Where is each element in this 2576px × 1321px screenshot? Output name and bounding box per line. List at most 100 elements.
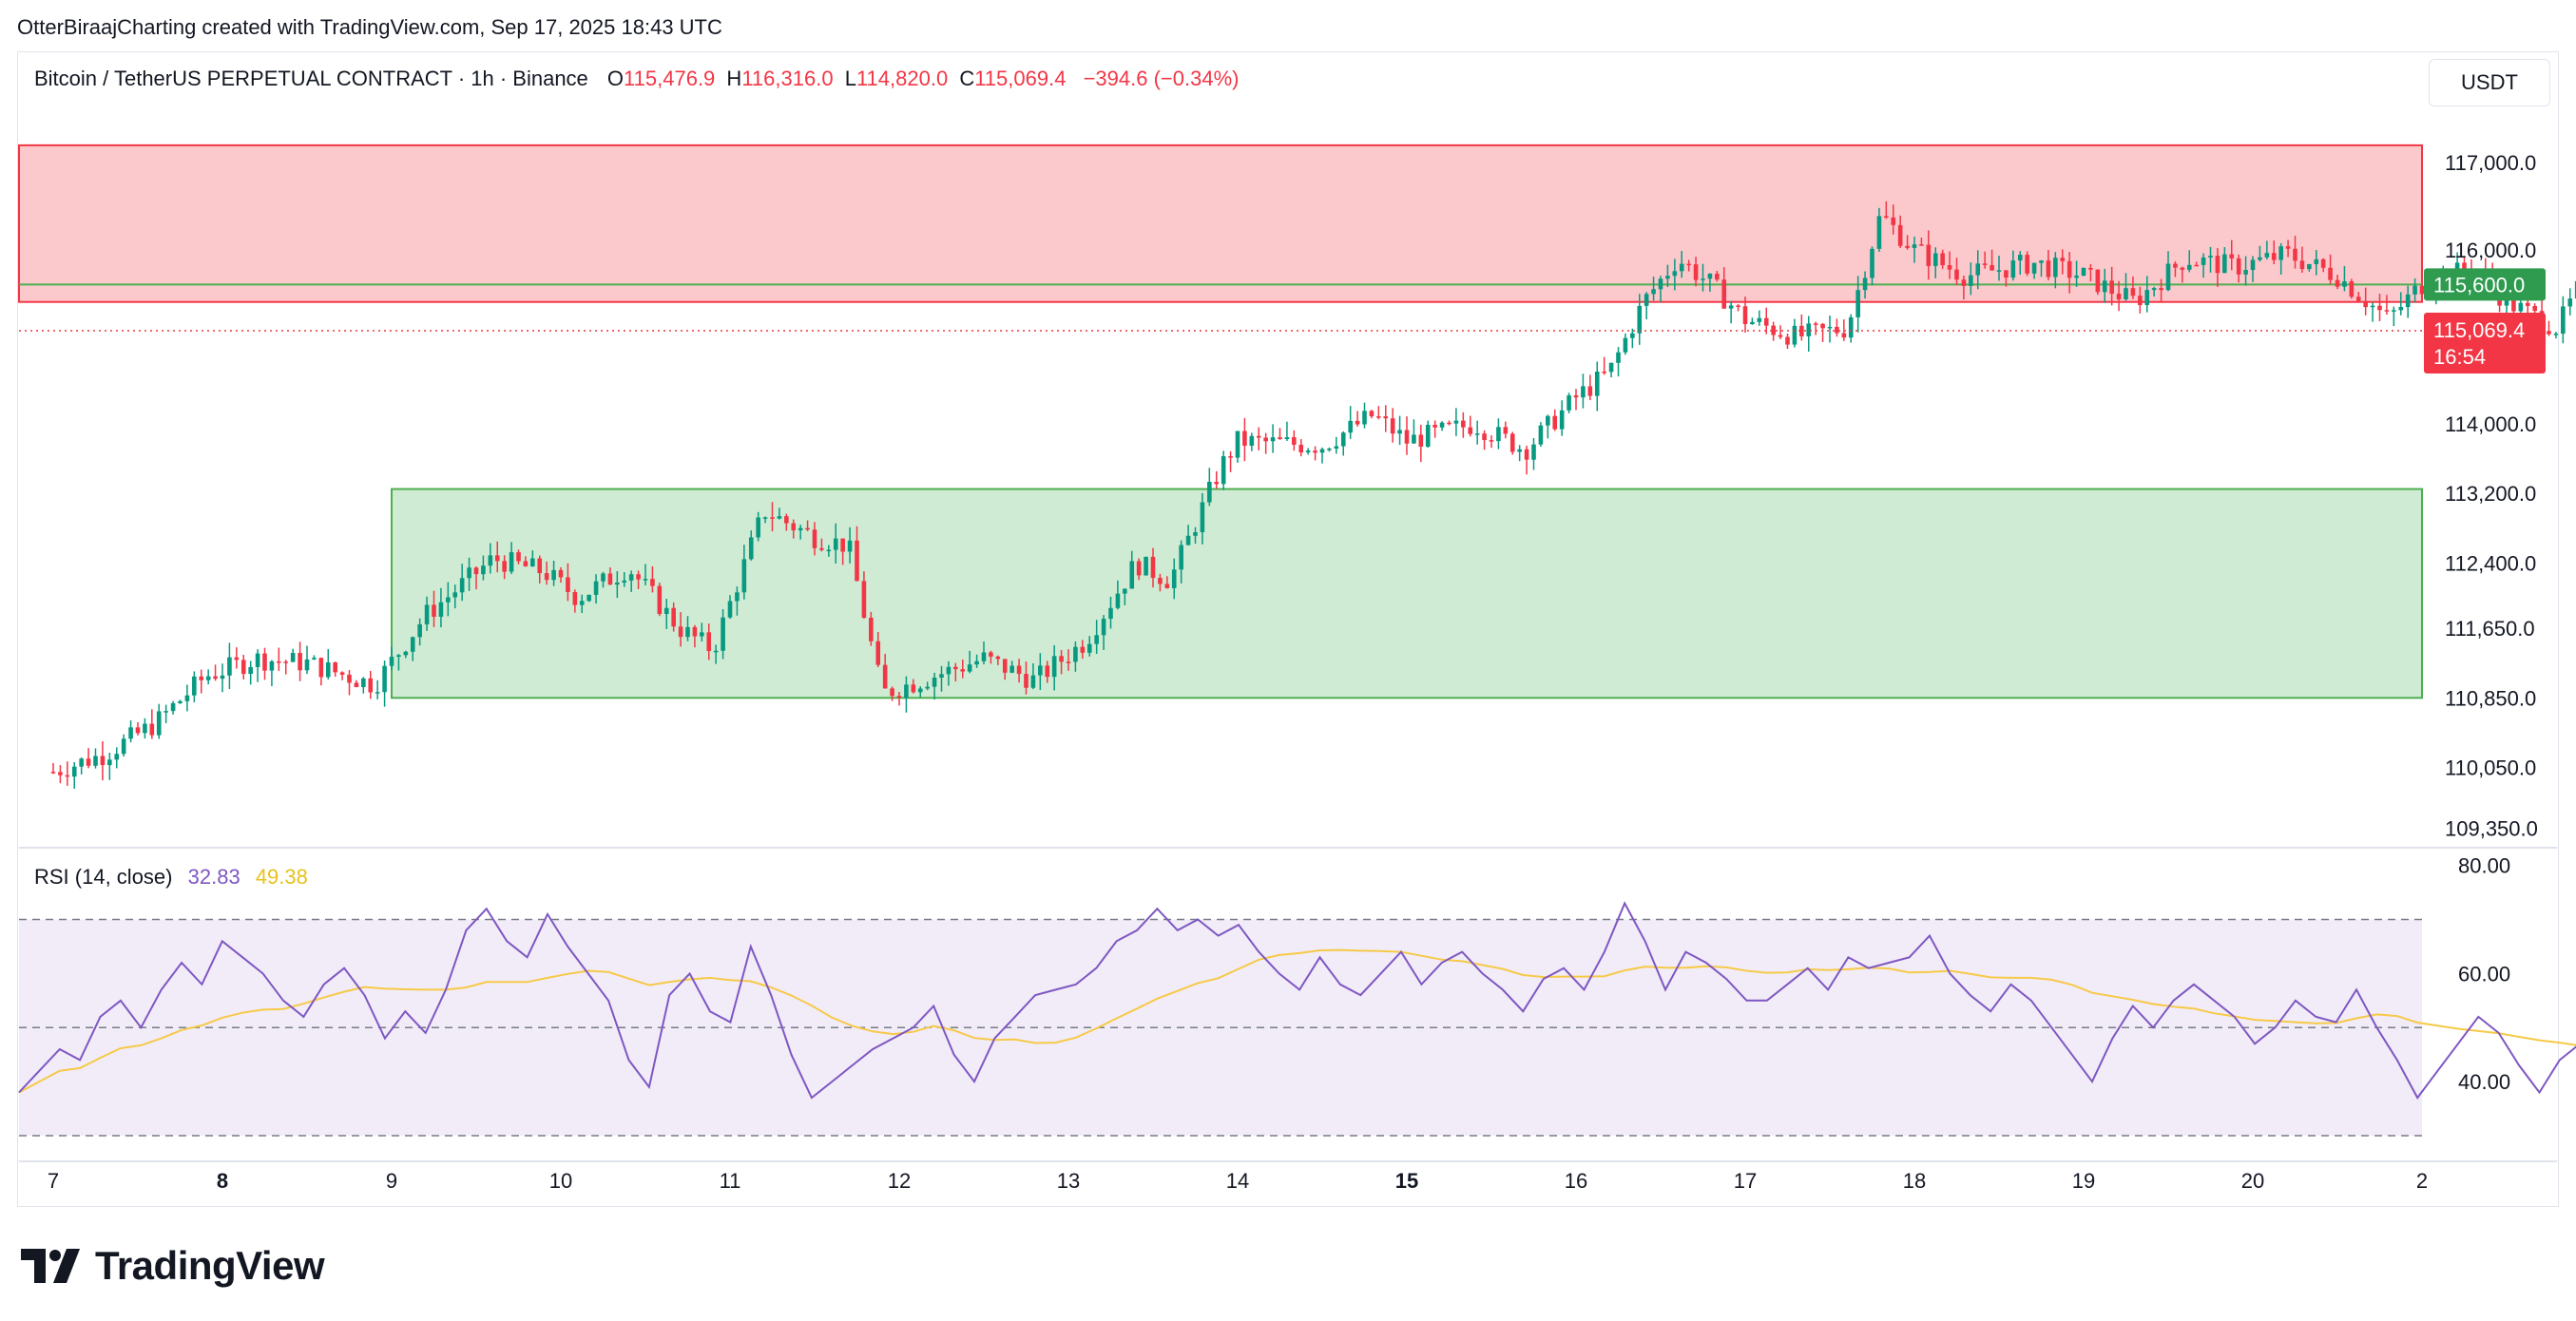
candle-body [1531,444,1536,460]
candle-body [2299,260,2305,270]
candle-body [721,617,725,651]
candle-body [375,692,380,694]
candle-body [368,678,374,693]
candle-body [1200,502,1205,533]
candle-body [741,559,747,593]
candle-body [1693,264,1699,280]
candle-body [1524,449,1529,460]
candle-body [2413,285,2417,295]
candle-body [551,569,556,581]
candle-body [1503,427,1509,434]
candle-body [1158,578,1163,584]
candle-body [481,565,486,575]
candle-body [452,592,458,598]
candle-body [1813,323,1818,325]
candle-body [586,594,591,602]
candle-body [784,516,789,524]
candle-body [1193,532,1198,536]
candle-body [1806,323,1812,336]
candle-body [1897,224,1903,246]
candle-body [1256,435,1261,438]
candle-body [636,574,641,580]
candle-body [678,626,683,638]
candle-body [2250,259,2256,271]
candle-body [1002,659,1008,673]
candle-body [192,676,197,696]
resistance-zone [18,144,2423,303]
rsi-ma-value: 49.38 [255,865,308,889]
candle-body [304,659,310,671]
candle-body [1608,362,1614,373]
candle-body [1305,450,1311,453]
candle-body [2328,267,2333,280]
candle-body [2243,270,2248,275]
candle-body [911,684,916,693]
candle-body [2511,295,2516,312]
candle-body [558,569,564,578]
candle-body [1496,427,1501,442]
candle-body [1947,265,1952,270]
candle-body [1249,435,1255,447]
candle-body [58,772,63,775]
time-tick-label: 13 [1057,1169,1080,1193]
candle-body [2561,306,2566,335]
candle-body [1517,449,1522,452]
candle-body [2017,255,2023,261]
candle-body [318,658,324,678]
candle-body [1990,264,1994,271]
candle-body [1030,675,1036,688]
candle-body [2405,294,2411,308]
candle-body [1651,289,1656,295]
chart-attribution: OtterBiraajCharting created with Trading… [17,15,722,39]
candle-body [2518,302,2524,312]
high-value: 116,316.0 [741,67,834,90]
candle-body [791,523,797,531]
candle-body [2384,310,2390,312]
candle-body [537,558,543,574]
candle-body [2138,296,2143,306]
candle-body [248,666,253,675]
candle-body [960,669,966,672]
candle-body [1820,323,1825,329]
candle-body [2335,279,2340,287]
candle-body [2095,269,2101,293]
candle-body [79,758,84,767]
candle-body [1439,422,1445,428]
candle-body [1721,279,1727,309]
candle-body [1750,321,1755,325]
time-tick-label: 10 [549,1169,572,1193]
candle-body [1221,456,1226,485]
currency-unit-button[interactable]: USDT [2429,59,2550,106]
candle-body [1313,450,1317,453]
candle-body [1630,333,1635,338]
candle-body [2419,285,2425,295]
price-tick-label: 112,400.0 [2445,551,2536,575]
candle-body [1397,430,1402,434]
candle-body [71,766,77,777]
candle-body [2363,300,2368,308]
candle-body [1242,431,1247,447]
candle-body [2053,258,2058,278]
candle-body [1715,273,1720,280]
symbol-title[interactable]: Bitcoin / TetherUS PERPETUAL CONTRACT · … [34,67,588,90]
candle-body [896,696,902,699]
candle-body [748,537,754,560]
candle-body [713,650,719,653]
candle-body [1509,433,1515,452]
candle-body [333,661,337,673]
candle-body [650,579,655,586]
candle-body [2355,297,2361,301]
candle-body [459,578,465,593]
rsi-indicator-title[interactable]: RSI (14, close) [34,865,173,889]
rsi-tick-label: 80.00 [2458,854,2510,878]
candle-body [1179,545,1183,570]
candle-body [312,658,317,660]
candle-body [1707,273,1713,279]
candle-body [770,517,775,519]
candle-body [946,666,952,675]
candle-body [615,582,620,585]
candle-body [2004,270,2009,278]
candle-body [2370,305,2375,308]
open-value: 115,476.9 [624,67,716,90]
